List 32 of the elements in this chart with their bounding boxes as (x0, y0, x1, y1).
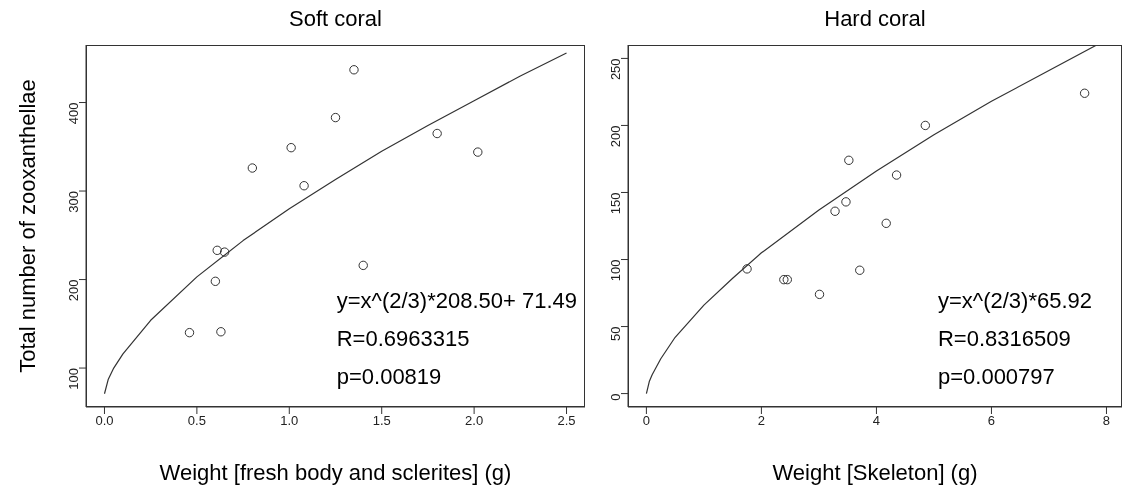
x-tick-label: 1.5 (372, 413, 391, 429)
annotation: y=x^(2/3)*208.50+ 71.49 (336, 287, 577, 315)
x-axis-title: Weight [Skeleton] (g) (772, 460, 978, 485)
x-tick-label: 6 (987, 413, 996, 429)
x-tick-label: 0.5 (187, 413, 206, 429)
annotation: p=0.000797 (937, 363, 1056, 391)
y-tick-label: 0 (607, 393, 623, 401)
y-tick-label: 50 (607, 326, 623, 342)
x-tick-label: 1.0 (280, 413, 299, 429)
chart-title: Soft coral (288, 6, 383, 32)
x-tick-label: 0.0 (95, 413, 114, 429)
annotation: R=0.8316509 (937, 325, 1072, 353)
y-tick-label: 300 (65, 191, 81, 213)
y-axis-title: Total number of zooxanthellae (15, 79, 41, 373)
y-tick-label: 200 (607, 125, 623, 148)
y-tick-label: 250 (607, 58, 623, 81)
x-tick-label: 2.5 (557, 413, 576, 429)
y-tick-label: 200 (65, 279, 81, 302)
y-tick-label: 400 (65, 102, 81, 125)
y-tick-label: 100 (607, 259, 623, 282)
annotation: y=x^(2/3)*65.92 (937, 287, 1092, 315)
x-tick-label: 2.0 (465, 413, 484, 429)
annotation: R=0.6963315 (336, 325, 471, 353)
x-tick-label: 8 (1102, 413, 1111, 429)
annotation: p=0.00819 (336, 363, 443, 391)
x-tick-label: 2 (757, 413, 766, 429)
x-tick-label: 0 (642, 413, 651, 429)
x-tick-label: 4 (872, 413, 881, 429)
x-axis-title: Weight [fresh body and sclerites] (g) (159, 460, 512, 485)
chart-title: Hard coral (823, 6, 927, 32)
y-tick-label: 100 (65, 368, 81, 390)
y-tick-label: 150 (607, 192, 623, 215)
